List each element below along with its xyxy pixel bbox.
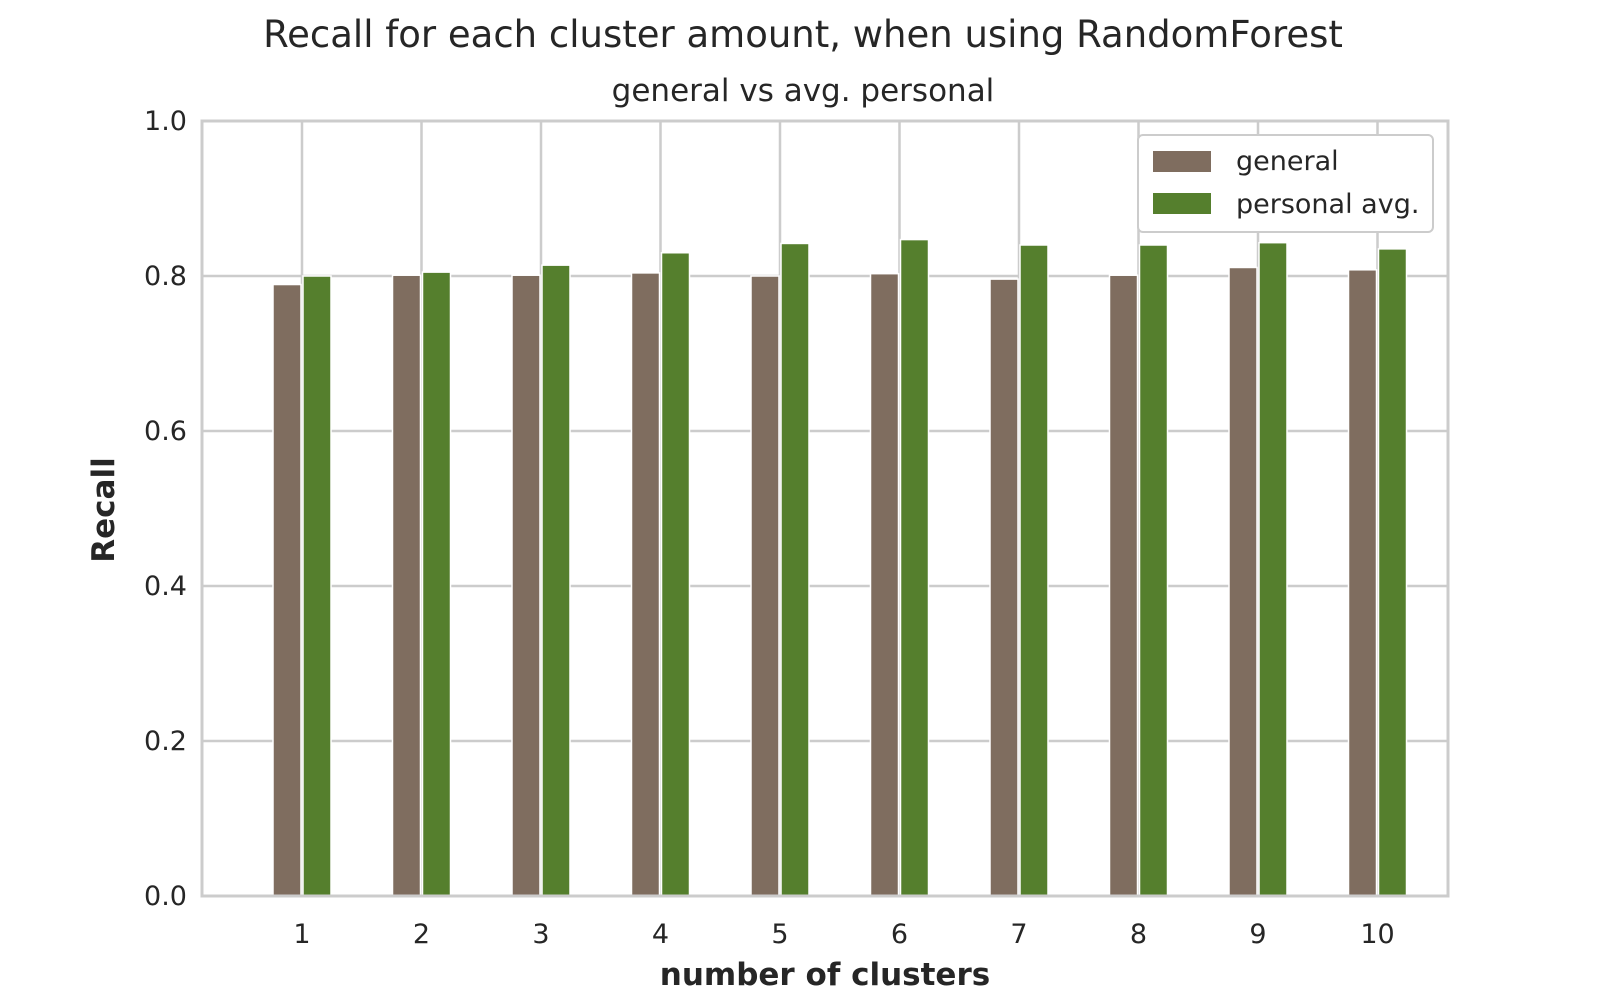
bar-general-3 [511,274,541,897]
x-tick-label: 3 [532,919,549,950]
y-tick-label: 0.0 [144,881,187,912]
bar-personal-avg-7 [1019,244,1049,897]
bar-general-6 [869,272,900,897]
x-tick-label: 1 [293,919,310,950]
bar-personal-avg-3 [541,264,571,897]
x-tick-labels: 1 2 3 4 5 6 7 8 9 10 [293,919,1394,950]
bar-general-10 [1347,269,1378,897]
x-axis-label: number of clusters [660,957,990,993]
legend-box [1137,134,1434,233]
legend-swatch-personal-avg [1153,193,1211,214]
y-tick-label: 0.6 [144,416,187,447]
x-tick-label: 2 [413,919,430,950]
bar-general-1 [272,283,302,897]
legend-label-general: general [1236,146,1339,177]
bar-general-7 [989,278,1019,897]
x-tick-label: 9 [1249,919,1266,950]
x-tick-label: 4 [652,919,669,950]
bar-personal-avg-5 [780,242,810,897]
x-tick-label: 8 [1130,919,1147,950]
bar-personal-avg-4 [660,252,691,897]
bar-general-8 [1108,274,1139,897]
legend-swatch-general [1153,151,1211,172]
bars [272,238,1408,897]
y-tick-label: 0.2 [144,726,187,757]
bar-personal-avg-10 [1377,248,1408,897]
bar-personal-avg-8 [1138,244,1169,897]
chart-subtitle: general vs avg. personal [612,73,995,109]
y-tick-label: 1.0 [144,106,187,137]
x-tick-label: 5 [771,919,788,950]
bar-general-4 [630,272,661,897]
bar-general-5 [750,275,780,897]
legend-label-personal-avg: personal avg. [1236,189,1419,220]
bar-personal-avg-9 [1258,241,1288,897]
bar-personal-avg-2 [421,271,452,897]
bar-general-9 [1228,266,1258,897]
bar-general-2 [391,274,422,897]
x-tick-label: 10 [1360,919,1394,950]
bar-personal-avg-1 [302,275,332,897]
legend: general personal avg. [1137,134,1434,233]
y-axis-label: Recall [86,457,122,562]
y-tick-label: 0.8 [144,261,187,292]
x-tick-label: 6 [891,919,908,950]
chart-title: Recall for each cluster amount, when usi… [263,13,1343,56]
bar-personal-avg-6 [899,238,930,897]
y-tick-label: 0.4 [144,571,187,602]
x-tick-label: 7 [1010,919,1027,950]
plot-frame [200,119,1450,898]
y-tick-labels: 0.0 0.2 0.4 0.6 0.8 1.0 [144,106,187,912]
